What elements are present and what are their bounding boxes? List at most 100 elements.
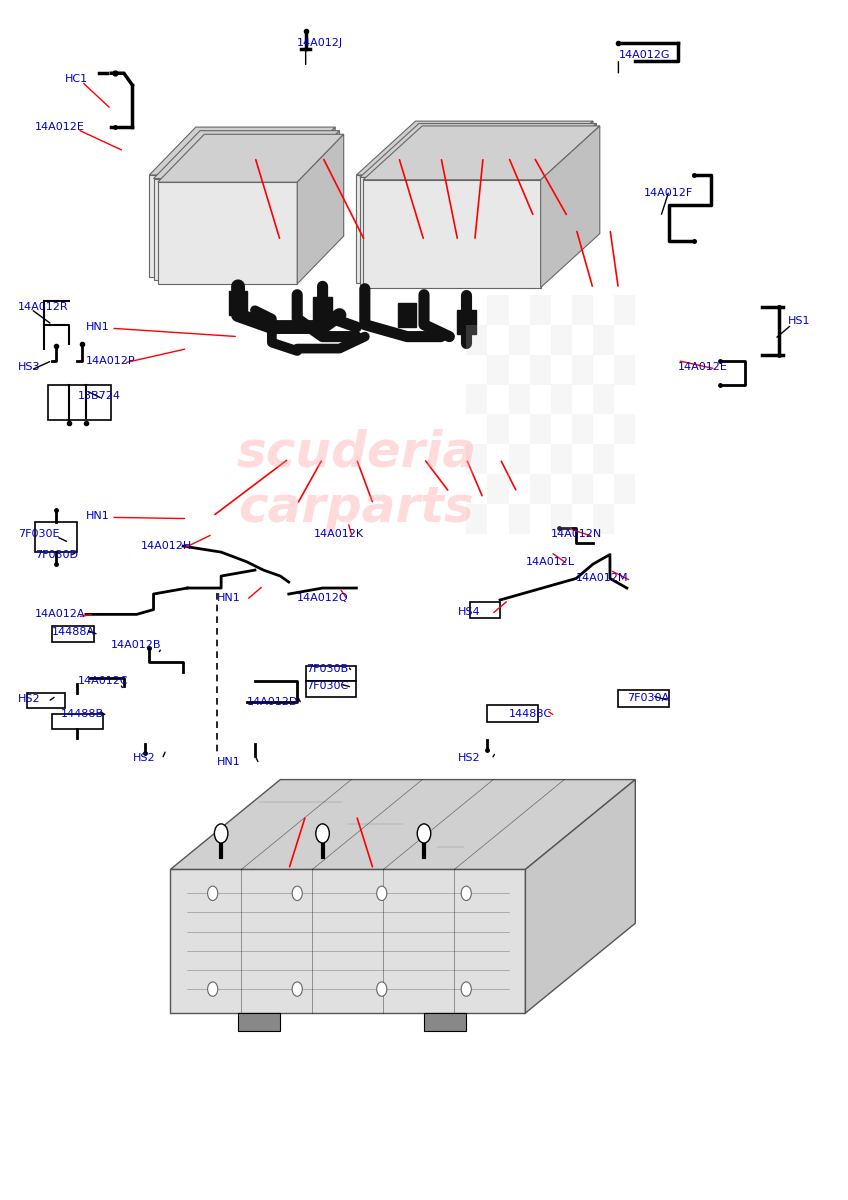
Text: 7F030C: 7F030C [305, 682, 348, 691]
Bar [614, 414, 635, 444]
Text: 14A012R: 14A012R [19, 301, 69, 312]
Polygon shape [52, 626, 94, 642]
Bar [551, 325, 572, 354]
Text: 14488C: 14488C [509, 709, 552, 719]
Bar [614, 474, 635, 504]
Bar [488, 354, 509, 384]
Polygon shape [153, 131, 339, 179]
Text: 14A012C: 14A012C [77, 677, 128, 686]
Text: 14A012B: 14A012B [111, 641, 162, 650]
Polygon shape [360, 124, 596, 178]
Polygon shape [170, 869, 526, 1013]
Text: HC1: HC1 [64, 74, 88, 84]
Bar [572, 354, 593, 384]
Circle shape [377, 886, 387, 900]
Polygon shape [153, 179, 293, 281]
Circle shape [293, 886, 302, 900]
Polygon shape [360, 178, 538, 286]
Text: HS1: HS1 [788, 316, 810, 326]
Text: 13B724: 13B724 [77, 391, 120, 402]
Circle shape [208, 982, 218, 996]
Text: scuderia
carparts: scuderia carparts [237, 428, 477, 532]
Bar [466, 504, 488, 534]
Text: HS4: HS4 [458, 607, 481, 617]
Text: HN1: HN1 [86, 511, 109, 521]
Polygon shape [158, 182, 297, 284]
Bar [488, 295, 509, 325]
Bar [509, 504, 530, 534]
Bar [466, 444, 488, 474]
Polygon shape [356, 121, 593, 175]
Polygon shape [27, 694, 64, 708]
Bar [551, 444, 572, 474]
Text: 14A012K: 14A012K [314, 529, 365, 539]
Bar [530, 414, 551, 444]
Polygon shape [305, 666, 356, 682]
Text: 14488B: 14488B [60, 709, 103, 719]
Polygon shape [47, 384, 111, 420]
Circle shape [417, 824, 431, 844]
Text: 14A012D: 14A012D [247, 697, 298, 707]
Text: HN1: HN1 [217, 593, 241, 602]
Polygon shape [305, 682, 356, 697]
Polygon shape [170, 780, 635, 869]
Circle shape [215, 824, 228, 844]
Bar [530, 354, 551, 384]
Bar [229, 292, 248, 316]
Bar [398, 304, 416, 328]
Text: HN1: HN1 [86, 322, 109, 332]
Polygon shape [363, 126, 600, 180]
Polygon shape [36, 522, 77, 552]
Bar [614, 295, 635, 325]
Text: 14A012G: 14A012G [618, 50, 670, 60]
Bar [509, 444, 530, 474]
Polygon shape [538, 124, 596, 286]
Bar [313, 298, 332, 322]
Polygon shape [149, 175, 289, 277]
Bar [572, 474, 593, 504]
Bar [614, 354, 635, 384]
Text: 14A012E: 14A012E [36, 122, 85, 132]
Bar [572, 295, 593, 325]
Text: 14A012Q: 14A012Q [297, 593, 349, 602]
Text: 7F030B: 7F030B [305, 665, 348, 674]
Bar [509, 325, 530, 354]
Polygon shape [158, 134, 343, 182]
Polygon shape [363, 180, 541, 288]
Polygon shape [356, 175, 534, 283]
Bar [488, 414, 509, 444]
Text: 14A012L: 14A012L [526, 557, 575, 566]
Text: 7F030D: 7F030D [36, 550, 78, 559]
Text: HS3: HS3 [19, 361, 41, 372]
Bar [593, 504, 614, 534]
Bar [457, 311, 476, 335]
Bar [530, 295, 551, 325]
Bar [466, 325, 488, 354]
Text: 14A012P: 14A012P [86, 355, 136, 366]
Circle shape [315, 824, 329, 844]
Text: HS2: HS2 [132, 754, 155, 763]
Bar [551, 384, 572, 414]
Circle shape [208, 886, 218, 900]
Text: 14A012J: 14A012J [297, 38, 343, 48]
Polygon shape [541, 126, 600, 288]
Polygon shape [149, 127, 335, 175]
Bar [238, 1013, 281, 1031]
Bar [466, 384, 488, 414]
Text: 14A012E: 14A012E [678, 361, 728, 372]
Text: 14A012H: 14A012H [141, 541, 192, 551]
Text: HS2: HS2 [458, 754, 481, 763]
Circle shape [461, 982, 471, 996]
Bar [488, 474, 509, 504]
Polygon shape [534, 121, 593, 283]
Text: 14A012M: 14A012M [576, 574, 628, 583]
Text: HS2: HS2 [19, 695, 41, 704]
Polygon shape [618, 690, 669, 707]
Text: 7F030E: 7F030E [19, 529, 60, 539]
Bar [509, 384, 530, 414]
Bar [593, 325, 614, 354]
Polygon shape [488, 706, 538, 722]
Circle shape [461, 886, 471, 900]
Polygon shape [52, 714, 103, 730]
Text: 7F030A: 7F030A [627, 694, 669, 703]
